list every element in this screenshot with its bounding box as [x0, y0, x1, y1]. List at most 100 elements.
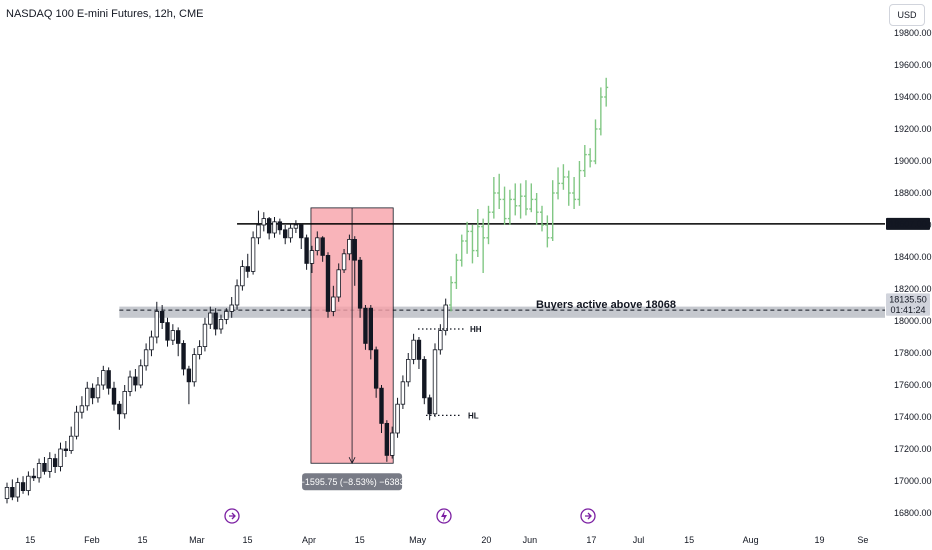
candle-body: [352, 238, 357, 261]
projection-bar: [550, 180, 555, 241]
time-axis: 15 Feb 15 Mar 15 Apr 15 May 20 Jun 17 Jul 15 Aug 19 Se: [25, 535, 868, 545]
candle-body: [47, 458, 52, 472]
projection-bar: [593, 119, 598, 165]
candle-body: [149, 336, 154, 351]
candle-body: [229, 304, 234, 312]
event-glyph: [229, 512, 236, 520]
candle: [10, 479, 15, 501]
candle: [58, 442, 63, 472]
candle: [309, 245, 315, 273]
candle: [256, 210, 261, 245]
candle-body: [192, 354, 197, 383]
candle: [331, 285, 336, 317]
candle-body: [165, 322, 170, 341]
candle: [101, 365, 106, 390]
candle-body: [240, 266, 245, 287]
candle: [277, 218, 283, 235]
candle: [341, 249, 347, 273]
arrow-right-icon[interactable]: [580, 508, 596, 524]
candle: [154, 301, 159, 344]
y-tick-label: 19800.00: [894, 28, 932, 38]
candle: [159, 305, 165, 329]
candle-body: [159, 310, 165, 323]
candle-body: [341, 253, 347, 271]
candle-body: [31, 475, 36, 479]
projection-bar: [582, 145, 587, 177]
candle-body: [186, 368, 192, 383]
currency-button[interactable]: USD: [889, 4, 925, 26]
candle: [320, 236, 325, 262]
candle: [352, 236, 357, 286]
candle-body: [79, 405, 85, 413]
candle: [52, 453, 58, 473]
y-tick-label: 17400.00: [894, 412, 932, 422]
candle: [432, 343, 438, 417]
candle-body: [42, 462, 47, 472]
candle-body: [26, 475, 31, 492]
candle-body: [432, 349, 438, 415]
projection-bar: [556, 167, 561, 200]
candle-body: [36, 462, 42, 479]
projection-bar: [459, 234, 464, 267]
candle: [224, 308, 229, 325]
projection-bar: [465, 221, 470, 254]
projection-bar: [497, 173, 502, 209]
candle: [288, 223, 293, 243]
candle-body: [202, 323, 208, 348]
candle: [240, 260, 245, 291]
event-glyph: [441, 510, 447, 522]
x-tick-label: Jul: [633, 535, 645, 545]
projection-bar: [566, 170, 571, 206]
measure-label-bg: [302, 473, 403, 491]
x-tick-label: 17: [586, 535, 596, 545]
candle-body: [20, 482, 26, 492]
candle-body: [325, 254, 331, 312]
projection-bar: [475, 209, 480, 257]
candle-body: [331, 296, 336, 312]
candle-body: [127, 376, 133, 392]
candle: [389, 426, 395, 459]
candle: [192, 348, 197, 387]
arrow-right-icon[interactable]: [224, 508, 240, 524]
candle: [438, 324, 443, 355]
x-tick-label: Mar: [189, 535, 205, 545]
x-tick-label: Apr: [302, 535, 316, 545]
candle: [304, 234, 309, 270]
candle-body: [74, 411, 79, 437]
lightning-icon[interactable]: [436, 508, 452, 524]
candle: [261, 212, 266, 232]
candle: [315, 231, 320, 256]
price-label: 18135.50: [889, 294, 927, 304]
candle: [325, 252, 331, 318]
projection-bar: [572, 177, 577, 209]
y-tick-label: 19400.00: [894, 92, 932, 102]
candle: [416, 337, 422, 369]
x-tick-label: 15: [242, 535, 252, 545]
candle-body: [309, 250, 315, 264]
candle-body: [288, 227, 293, 239]
candle-body: [4, 486, 10, 499]
price-label-bg: [886, 303, 930, 316]
candle: [266, 217, 272, 240]
candle-body: [106, 370, 111, 389]
candle: [250, 231, 256, 275]
candle-body: [384, 422, 390, 456]
candle-body: [389, 432, 395, 456]
projection-bar: [598, 87, 603, 136]
projection-bar: [540, 205, 544, 232]
candle-body: [282, 229, 288, 239]
projection-bar: [518, 183, 523, 219]
candle: [74, 405, 79, 440]
projection-bar: [577, 161, 582, 206]
candle-body: [266, 218, 272, 234]
candle: [111, 381, 117, 411]
candle: [36, 458, 42, 483]
measure-arrow-head: [348, 457, 356, 465]
candle: [245, 253, 250, 278]
candle: [122, 385, 127, 419]
candle-body: [197, 346, 202, 356]
y-tick-label: 19600.00: [894, 60, 932, 70]
x-tick-label: Jun: [523, 535, 538, 545]
annotations: HH HL: [418, 325, 482, 420]
